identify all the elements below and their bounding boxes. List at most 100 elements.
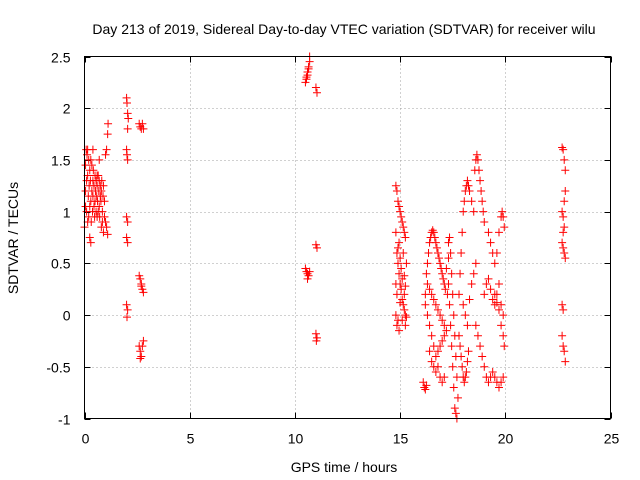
data-point [95, 155, 104, 164]
data-point [425, 347, 434, 356]
data-point [558, 331, 567, 340]
data-point [139, 124, 148, 133]
data-point [559, 305, 568, 314]
data-point [312, 336, 321, 345]
data-point [439, 274, 448, 283]
data-point [401, 233, 410, 242]
data-point [494, 305, 503, 314]
data-point [438, 316, 447, 325]
data-point [480, 362, 489, 371]
data-point [488, 367, 497, 376]
data-point [305, 267, 314, 276]
data-point [438, 269, 447, 278]
y-axis-title: SDTVAR / TECUs [5, 182, 21, 294]
data-point [420, 383, 429, 392]
x-axis-title: GPS time / hours [291, 459, 398, 475]
data-point [469, 207, 478, 216]
data-point [422, 269, 431, 278]
data-point [436, 342, 445, 351]
data-point [397, 264, 406, 273]
data-point [429, 295, 438, 304]
data-point [400, 228, 409, 237]
data-point [136, 354, 145, 363]
data-point [138, 342, 147, 351]
data-point [422, 381, 431, 390]
data-point [431, 367, 440, 376]
data-point [97, 186, 106, 195]
data-point [457, 352, 466, 361]
data-point [477, 186, 486, 195]
data-point [476, 176, 485, 185]
y-tick-label: 1.5 [51, 153, 71, 169]
data-point [428, 226, 437, 235]
data-point [431, 352, 440, 361]
data-point [499, 311, 508, 320]
data-point [458, 228, 467, 237]
data-point [423, 280, 432, 289]
data-point [490, 290, 499, 299]
data-point [424, 249, 433, 258]
data-point [435, 254, 444, 263]
data-point [438, 378, 447, 387]
data-point [399, 223, 408, 232]
data-point [490, 259, 499, 268]
data-point [443, 290, 452, 299]
data-point [103, 130, 112, 139]
data-point [461, 311, 470, 320]
data-points [80, 52, 570, 423]
data-point [445, 233, 454, 242]
data-point [395, 326, 404, 335]
data-point [494, 280, 503, 289]
data-point [123, 150, 132, 159]
y-tick-label: 2 [63, 101, 71, 117]
data-point [558, 238, 567, 247]
data-point [473, 331, 482, 340]
data-point [395, 202, 404, 211]
data-point [494, 228, 503, 237]
data-point [123, 217, 132, 226]
data-point [123, 109, 132, 118]
data-point [560, 197, 569, 206]
data-point [471, 321, 480, 330]
data-point [445, 300, 454, 309]
data-point [430, 233, 439, 242]
data-point [392, 186, 401, 195]
data-point [458, 362, 467, 371]
data-point [396, 298, 405, 307]
data-point [492, 298, 501, 307]
data-point [467, 280, 476, 289]
data-point [87, 217, 96, 226]
data-point [499, 212, 508, 221]
data-point [429, 362, 438, 371]
y-tick-label: 0 [63, 308, 71, 324]
data-point [395, 269, 404, 278]
axis-ticks [84, 56, 612, 420]
data-point [455, 290, 464, 299]
data-point [464, 181, 473, 190]
data-point [123, 155, 132, 164]
data-point [433, 305, 442, 314]
data-point [438, 336, 447, 345]
data-point [444, 238, 453, 247]
data-point [393, 243, 402, 252]
data-point [86, 238, 95, 247]
data-point [427, 357, 436, 366]
data-point [393, 197, 402, 206]
data-point [497, 378, 506, 387]
x-tick-label: 10 [288, 431, 304, 447]
data-point [449, 383, 458, 392]
data-point [87, 161, 96, 170]
data-point [393, 259, 402, 268]
data-point [88, 145, 97, 154]
data-point [448, 362, 457, 371]
data-point [447, 342, 456, 351]
data-point [431, 300, 440, 309]
data-point [441, 285, 450, 294]
data-point [476, 342, 485, 351]
data-point [490, 373, 499, 382]
data-point [124, 114, 133, 123]
data-point [392, 290, 401, 299]
data-point [397, 285, 406, 294]
data-point [391, 280, 400, 289]
data-point [558, 207, 567, 216]
